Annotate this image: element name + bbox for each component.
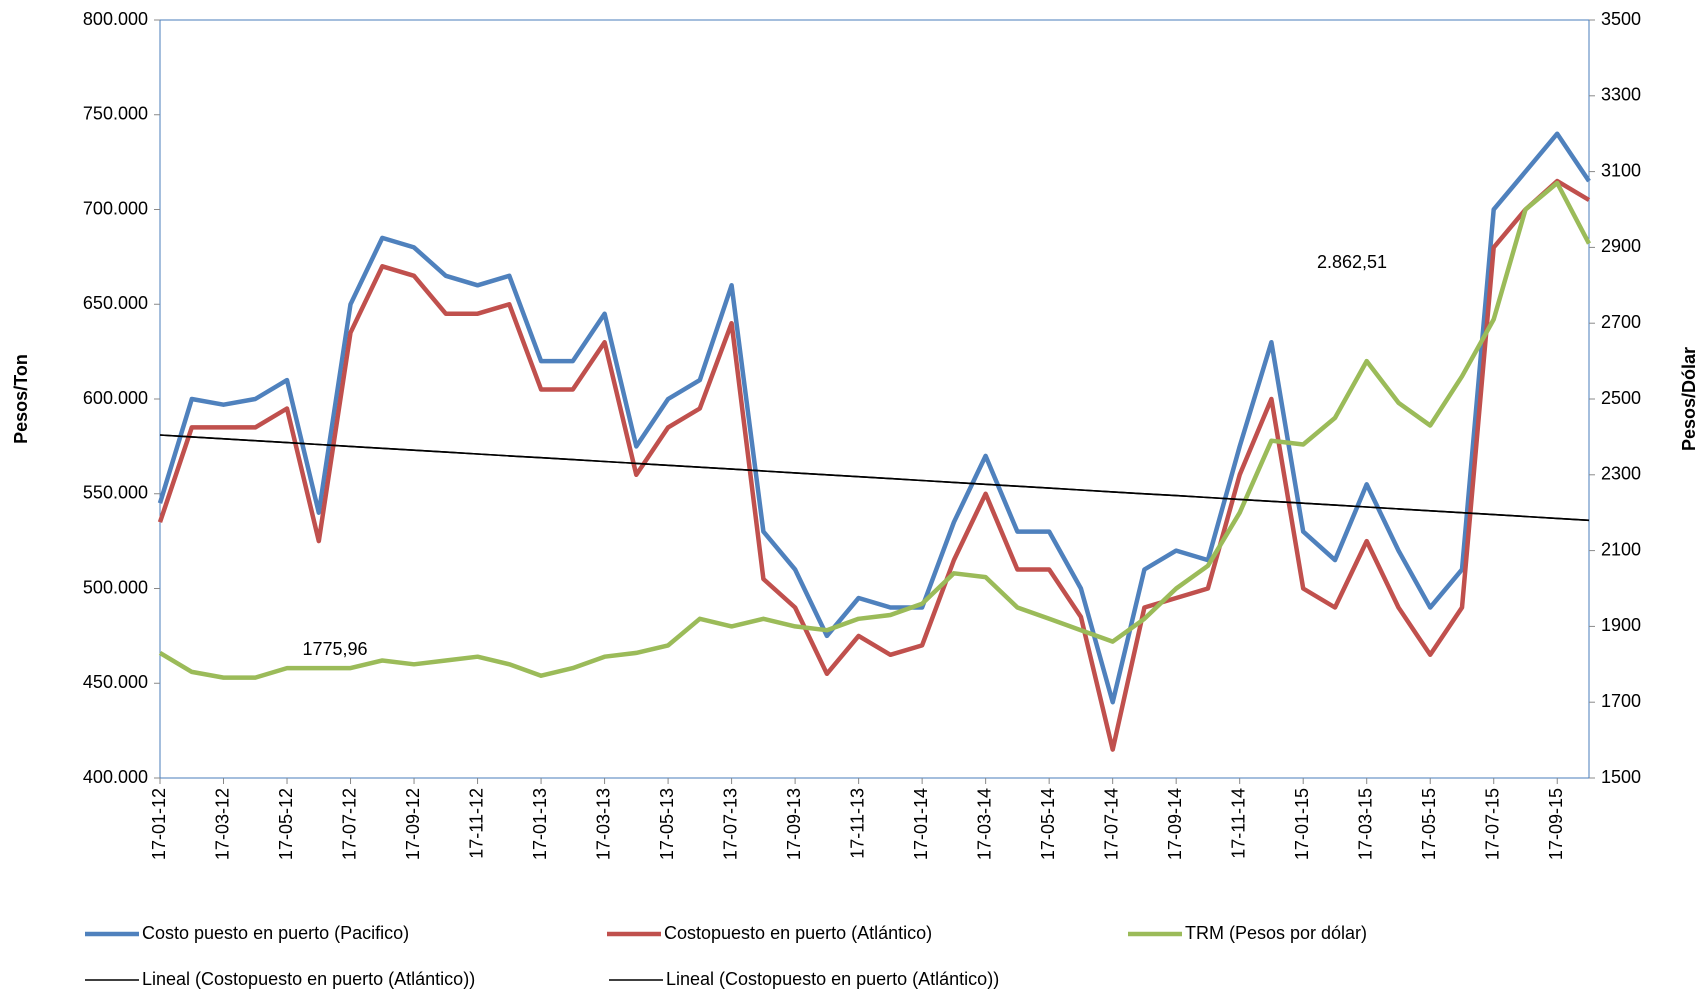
y2-axis-label: Pesos/Dólar [1679, 347, 1699, 451]
legend-label: Costopuesto en puerto (Atlántico) [664, 923, 932, 943]
y-tick-label: 450.000 [83, 672, 148, 692]
x-tick-label: 17-05-12 [276, 788, 296, 860]
x-tick-label: 17-11-12 [466, 788, 486, 859]
y-axis-label: Pesos/Ton [11, 354, 31, 444]
x-tick-label: 17-01-12 [149, 788, 169, 860]
y2-tick-label: 2300 [1601, 464, 1641, 484]
x-tick-label: 17-05-15 [1419, 788, 1439, 860]
x-tick-label: 17-01-15 [1292, 788, 1312, 860]
annotation: 2.862,51 [1317, 252, 1387, 272]
x-tick-label: 17-05-14 [1038, 788, 1058, 860]
y2-tick-label: 3500 [1601, 9, 1641, 29]
x-tick-label: 17-11-13 [847, 788, 867, 859]
y2-tick-label: 3100 [1601, 160, 1641, 180]
legend-label: Lineal (Costopuesto en puerto (Atlántico… [666, 969, 999, 989]
series-line [160, 435, 1589, 520]
x-tick-label: 17-03-13 [593, 788, 613, 860]
y-tick-label: 600.000 [83, 388, 148, 408]
x-tick-label: 17-03-14 [974, 788, 994, 860]
x-tick-label: 17-03-12 [212, 788, 232, 860]
legend-label: Costo puesto en puerto (Pacifico) [142, 923, 409, 943]
y2-tick-label: 2500 [1601, 388, 1641, 408]
y-tick-label: 400.000 [83, 767, 148, 787]
x-tick-label: 17-01-14 [911, 788, 931, 860]
x-tick-label: 17-07-14 [1101, 788, 1121, 860]
x-tick-label: 17-01-13 [530, 788, 550, 860]
x-tick-label: 17-09-15 [1546, 788, 1566, 860]
x-tick-label: 17-07-15 [1482, 788, 1502, 860]
y-tick-label: 550.000 [83, 483, 148, 503]
chart: Pesos/Ton Pesos/Dólar 400.000 450.000 500.… [0, 0, 1706, 996]
y2-tick-label: 1500 [1601, 767, 1641, 787]
y2-tick-label: 2700 [1601, 312, 1641, 332]
y2-tick-label: 1900 [1601, 615, 1641, 635]
y-tick-label: 650.000 [83, 293, 148, 313]
y-tick-label: 700.000 [83, 198, 148, 218]
y2-tick-label: 2900 [1601, 236, 1641, 256]
y2-tick-label: 1700 [1601, 691, 1641, 711]
x-tick-label: 17-09-14 [1165, 788, 1185, 860]
legend-label: Lineal (Costopuesto en puerto (Atlántico… [142, 969, 475, 989]
y2-tick-label: 3300 [1601, 85, 1641, 105]
y-tick-label: 500.000 [83, 577, 148, 597]
y-tick-label: 750.000 [83, 104, 148, 124]
annotation: 1775,96 [302, 639, 367, 659]
x-tick-label: 17-07-12 [339, 788, 359, 860]
x-tick-label: 17-05-13 [657, 788, 677, 860]
y2-tick-label: 2100 [1601, 539, 1641, 559]
y-tick-label: 800.000 [83, 9, 148, 29]
legend-label: TRM (Pesos por dólar) [1185, 923, 1367, 943]
x-tick-label: 17-11-14 [1228, 788, 1248, 859]
x-tick-label: 17-03-15 [1355, 788, 1375, 860]
x-tick-label: 17-09-13 [784, 788, 804, 860]
x-tick-label: 17-09-12 [403, 788, 423, 860]
x-tick-label: 17-07-13 [720, 788, 740, 860]
